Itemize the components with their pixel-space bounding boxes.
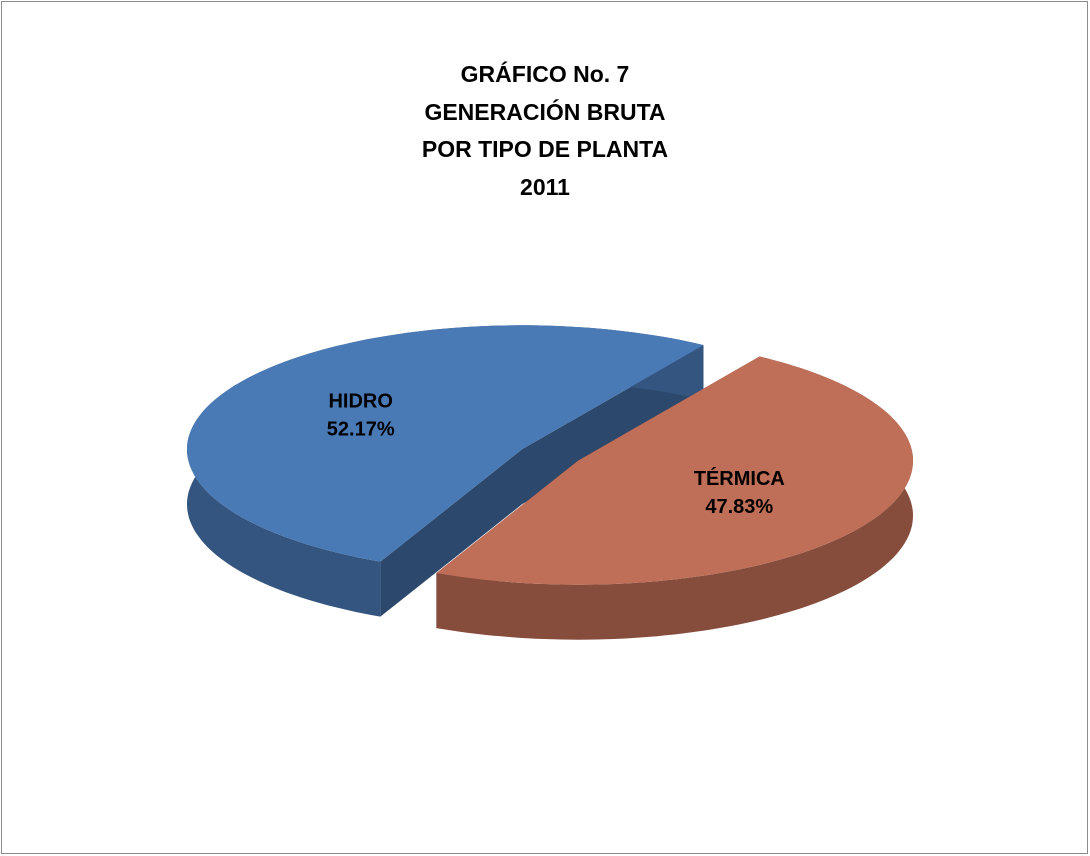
data-label-name: HIDRO: [328, 391, 392, 413]
data-label-name: TÉRMICA: [694, 467, 785, 490]
chart-title: 2011: [520, 174, 570, 200]
slice: [187, 325, 704, 562]
data-label-value: 52.17%: [327, 419, 395, 441]
chart-title: GRÁFICO No. 7: [461, 60, 630, 87]
chart-title: GENERACIÓN BRUTA: [424, 98, 665, 125]
chart-title: POR TIPO DE PLANTA: [422, 136, 668, 162]
slice-side: [380, 449, 522, 617]
slice-wall: [436, 356, 913, 640]
data-label-value: 47.83%: [705, 496, 773, 518]
slice: [436, 356, 913, 585]
